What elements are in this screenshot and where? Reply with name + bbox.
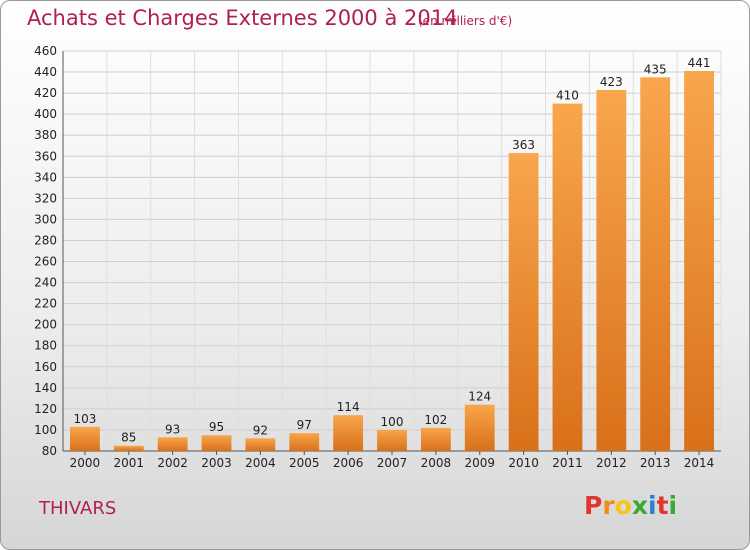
bar <box>552 103 583 451</box>
y-tick-label: 200 <box>34 318 57 332</box>
bar <box>640 77 671 451</box>
x-tick-label: 2005 <box>289 456 320 470</box>
y-tick-label: 240 <box>34 276 57 290</box>
proxiti-logo: Proxiti <box>584 491 677 520</box>
data-label: 102 <box>424 413 447 427</box>
y-tick-label: 120 <box>34 402 57 416</box>
x-tick-label: 2001 <box>114 456 145 470</box>
data-label: 85 <box>121 431 136 445</box>
data-label: 103 <box>73 412 96 426</box>
x-tick-label: 2003 <box>201 456 232 470</box>
bar <box>157 437 188 451</box>
bar <box>289 433 320 451</box>
data-label: 92 <box>253 423 268 437</box>
bar <box>596 89 627 452</box>
y-tick-label: 420 <box>34 86 57 100</box>
data-label: 410 <box>556 89 579 103</box>
logo-letter: o <box>614 491 632 520</box>
y-tick-label: 280 <box>34 233 57 247</box>
y-tick-label: 260 <box>34 255 57 269</box>
y-tick-label: 460 <box>34 44 57 58</box>
x-tick-label: 2006 <box>333 456 364 470</box>
y-tick-label: 180 <box>34 339 57 353</box>
data-label: 363 <box>512 138 535 152</box>
y-tick-label: 140 <box>34 381 57 395</box>
y-tick-label: 320 <box>34 191 57 205</box>
data-label: 114 <box>337 400 360 414</box>
y-tick-label: 340 <box>34 170 57 184</box>
bar <box>464 404 495 451</box>
x-tick-label: 2013 <box>640 456 671 470</box>
data-label: 124 <box>468 390 491 404</box>
place-name: THIVARS <box>39 498 117 519</box>
bar <box>684 71 714 451</box>
x-tick-label: 2014 <box>684 456 715 470</box>
bar <box>508 153 539 451</box>
bar <box>420 427 451 451</box>
bar <box>201 435 232 451</box>
x-tick-label: 2002 <box>157 456 188 470</box>
x-tick-label: 2000 <box>70 456 101 470</box>
chart-subtitle: (en milliers d'€) <box>418 14 513 28</box>
logo-letter: r <box>602 491 615 520</box>
y-tick-label: 380 <box>34 128 57 142</box>
data-label: 100 <box>381 415 404 429</box>
axes: 80 100 120 140 160 180 200 220 240 260 280 300 320 34… <box>34 44 721 470</box>
logo-letter: t <box>656 491 669 520</box>
y-tick-label: 100 <box>34 423 57 437</box>
x-tick-label: 2012 <box>596 456 627 470</box>
x-tick-label: 2010 <box>508 456 539 470</box>
logo-letter: i <box>648 491 657 520</box>
y-tick-label: 220 <box>34 297 57 311</box>
logo-letter: i <box>668 491 678 520</box>
y-tick-label: 160 <box>34 360 57 374</box>
y-tick-label: 400 <box>34 107 57 121</box>
data-label: 435 <box>644 62 667 76</box>
data-label: 441 <box>688 56 711 70</box>
bar <box>333 415 364 451</box>
bars <box>70 71 714 452</box>
x-tick-label: 2004 <box>245 456 276 470</box>
y-tick-label: 300 <box>34 212 57 226</box>
data-label: 97 <box>297 418 312 432</box>
x-tick-label: 2008 <box>421 456 452 470</box>
logo-letter: x <box>631 491 648 520</box>
bar <box>70 426 100 451</box>
y-tick-label: 80 <box>42 444 57 458</box>
x-tick-label: 2011 <box>552 456 583 470</box>
y-tick-label: 440 <box>34 65 57 79</box>
y-tick-label: 360 <box>34 149 57 163</box>
data-labels: 103 85 93 95 92 97 114 100 102 124 363 410 423 435 441 <box>73 56 710 445</box>
logo-letter: P <box>584 491 603 520</box>
bar <box>377 429 407 451</box>
x-tick-label: 2009 <box>464 456 495 470</box>
bar <box>245 438 276 451</box>
chart-title: Achats et Charges Externes 2000 à 2014 <box>27 6 458 30</box>
data-label: 95 <box>209 420 224 434</box>
data-label: 423 <box>600 75 623 89</box>
x-tick-label: 2007 <box>377 456 408 470</box>
bar <box>113 445 144 451</box>
data-label: 93 <box>165 422 180 436</box>
